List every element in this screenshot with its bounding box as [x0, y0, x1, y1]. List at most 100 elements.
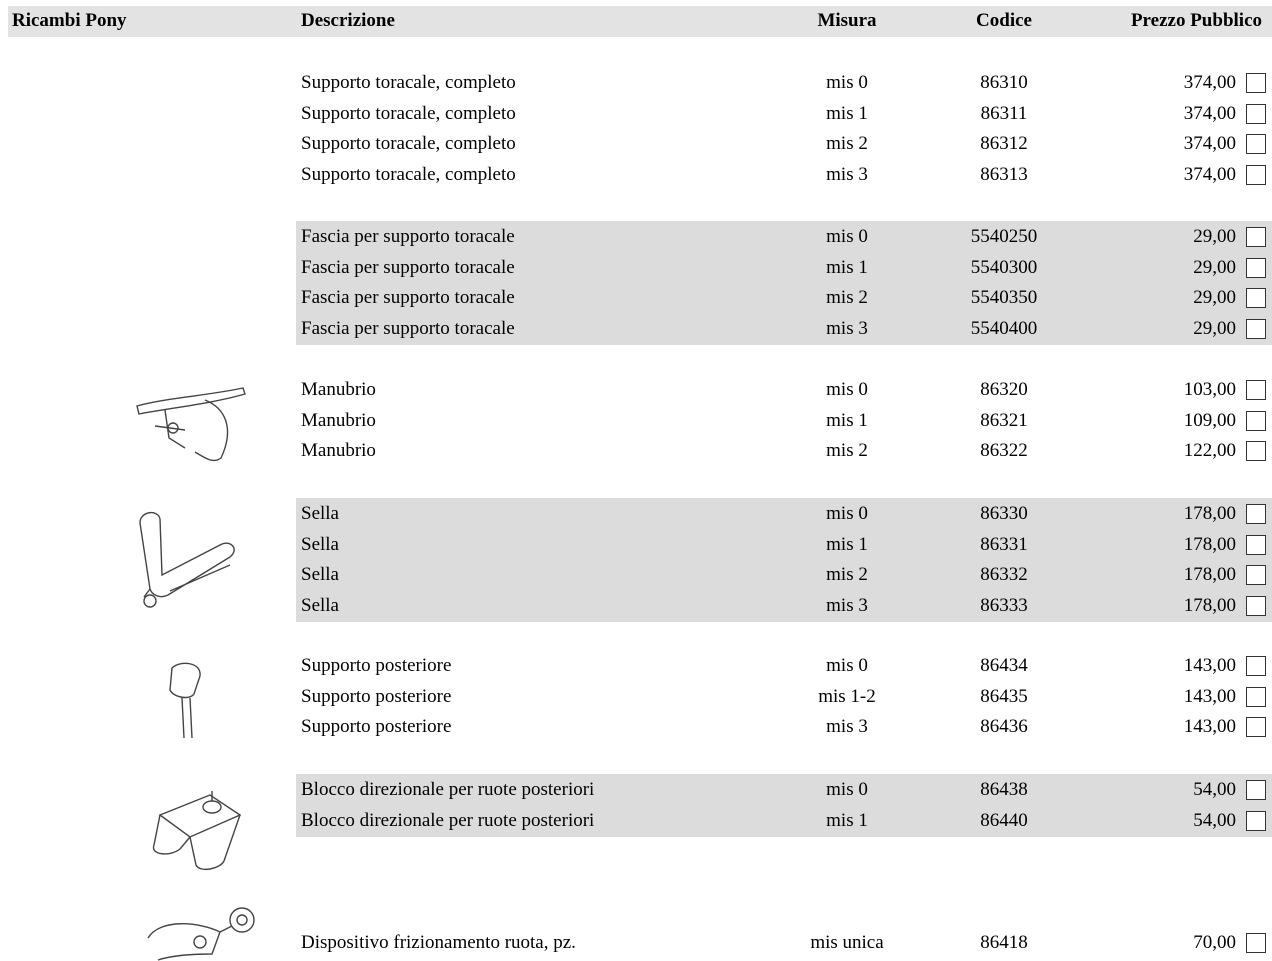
back-support-illustration — [160, 658, 220, 743]
price: 178,00 — [1100, 503, 1236, 525]
code: 86320 — [944, 379, 1064, 401]
checkbox[interactable] — [1246, 104, 1266, 124]
block-illustration — [140, 775, 250, 885]
size: mis 2 — [787, 564, 907, 586]
code: 86440 — [944, 810, 1064, 832]
code: 86418 — [944, 932, 1064, 954]
checkbox[interactable] — [1246, 441, 1266, 461]
size: mis 1 — [787, 410, 907, 432]
code: 86436 — [944, 716, 1064, 738]
code: 86311 — [944, 103, 1064, 125]
checkbox[interactable] — [1246, 258, 1266, 278]
size: mis 3 — [787, 716, 907, 738]
checkbox[interactable] — [1246, 165, 1266, 185]
price: 374,00 — [1100, 72, 1236, 94]
checkbox[interactable] — [1246, 535, 1266, 555]
description: Supporto posteriore — [301, 686, 451, 708]
header-cell: Descrizione — [301, 10, 395, 32]
description: Fascia per supporto toracale — [301, 318, 515, 340]
price: 178,00 — [1100, 534, 1236, 556]
code: 86321 — [944, 410, 1064, 432]
checkbox[interactable] — [1246, 73, 1266, 93]
code: 5540400 — [944, 318, 1064, 340]
code: 86312 — [944, 133, 1064, 155]
checkbox[interactable] — [1246, 380, 1266, 400]
code: 86332 — [944, 564, 1064, 586]
description: Sella — [301, 595, 339, 617]
description: Supporto posteriore — [301, 655, 451, 677]
price: 29,00 — [1100, 287, 1236, 309]
checkbox[interactable] — [1246, 134, 1266, 154]
code: 86330 — [944, 503, 1064, 525]
header-cell: Misura — [787, 10, 907, 32]
checkbox[interactable] — [1246, 319, 1266, 339]
price: 374,00 — [1100, 164, 1236, 186]
checkbox[interactable] — [1246, 687, 1266, 707]
description: Supporto toracale, completo — [301, 72, 516, 94]
price: 54,00 — [1100, 810, 1236, 832]
size: mis 0 — [787, 379, 907, 401]
size: mis 0 — [787, 72, 907, 94]
description: Supporto toracale, completo — [301, 133, 516, 155]
checkbox[interactable] — [1246, 227, 1266, 247]
checkbox[interactable] — [1246, 596, 1266, 616]
checkbox[interactable] — [1246, 780, 1266, 800]
code: 86331 — [944, 534, 1064, 556]
description: Supporto toracale, completo — [301, 103, 516, 125]
size: mis 1 — [787, 257, 907, 279]
header-cell: Ricambi Pony — [12, 10, 127, 32]
page: Ricambi Pony Descrizione Misura Codice P… — [0, 0, 1272, 961]
price: 122,00 — [1100, 440, 1236, 462]
code: 86310 — [944, 72, 1064, 94]
price: 178,00 — [1100, 595, 1236, 617]
description: Fascia per supporto toracale — [301, 257, 515, 279]
header-cell: Codice — [944, 10, 1064, 32]
checkbox[interactable] — [1246, 933, 1266, 953]
description: Blocco direzionale per ruote posteriori — [301, 779, 594, 801]
checkbox[interactable] — [1246, 811, 1266, 831]
code: 86322 — [944, 440, 1064, 462]
description: Supporto posteriore — [301, 716, 451, 738]
price: 374,00 — [1100, 103, 1236, 125]
price: 178,00 — [1100, 564, 1236, 586]
size: mis 1 — [787, 103, 907, 125]
size: mis 0 — [787, 226, 907, 248]
description: Dispositivo frizionamento ruota, pz. — [301, 932, 576, 954]
description: Manubrio — [301, 379, 376, 401]
description: Sella — [301, 503, 339, 525]
code: 5540250 — [944, 226, 1064, 248]
price: 143,00 — [1100, 716, 1236, 738]
size: mis 3 — [787, 595, 907, 617]
price: 29,00 — [1100, 257, 1236, 279]
code: 86434 — [944, 655, 1064, 677]
handlebar-illustration — [125, 378, 265, 473]
friction-device-illustration — [140, 898, 265, 961]
description: Manubrio — [301, 410, 376, 432]
size: mis 2 — [787, 440, 907, 462]
size: mis 1 — [787, 810, 907, 832]
code: 86438 — [944, 779, 1064, 801]
size: mis unica — [787, 932, 907, 954]
code: 86333 — [944, 595, 1064, 617]
checkbox[interactable] — [1246, 288, 1266, 308]
description: Manubrio — [301, 440, 376, 462]
price: 70,00 — [1100, 932, 1236, 954]
header-cell: Prezzo Pubblico — [1062, 10, 1262, 32]
price: 374,00 — [1100, 133, 1236, 155]
code: 5540350 — [944, 287, 1064, 309]
size: mis 0 — [787, 655, 907, 677]
checkbox[interactable] — [1246, 717, 1266, 737]
size: mis 1-2 — [787, 686, 907, 708]
description: Supporto toracale, completo — [301, 164, 516, 186]
code: 86435 — [944, 686, 1064, 708]
checkbox[interactable] — [1246, 656, 1266, 676]
checkbox[interactable] — [1246, 504, 1266, 524]
size: mis 2 — [787, 287, 907, 309]
price: 143,00 — [1100, 655, 1236, 677]
price: 29,00 — [1100, 318, 1236, 340]
checkbox[interactable] — [1246, 565, 1266, 585]
price: 109,00 — [1100, 410, 1236, 432]
size: mis 1 — [787, 534, 907, 556]
description: Blocco direzionale per ruote posteriori — [301, 810, 594, 832]
checkbox[interactable] — [1246, 411, 1266, 431]
